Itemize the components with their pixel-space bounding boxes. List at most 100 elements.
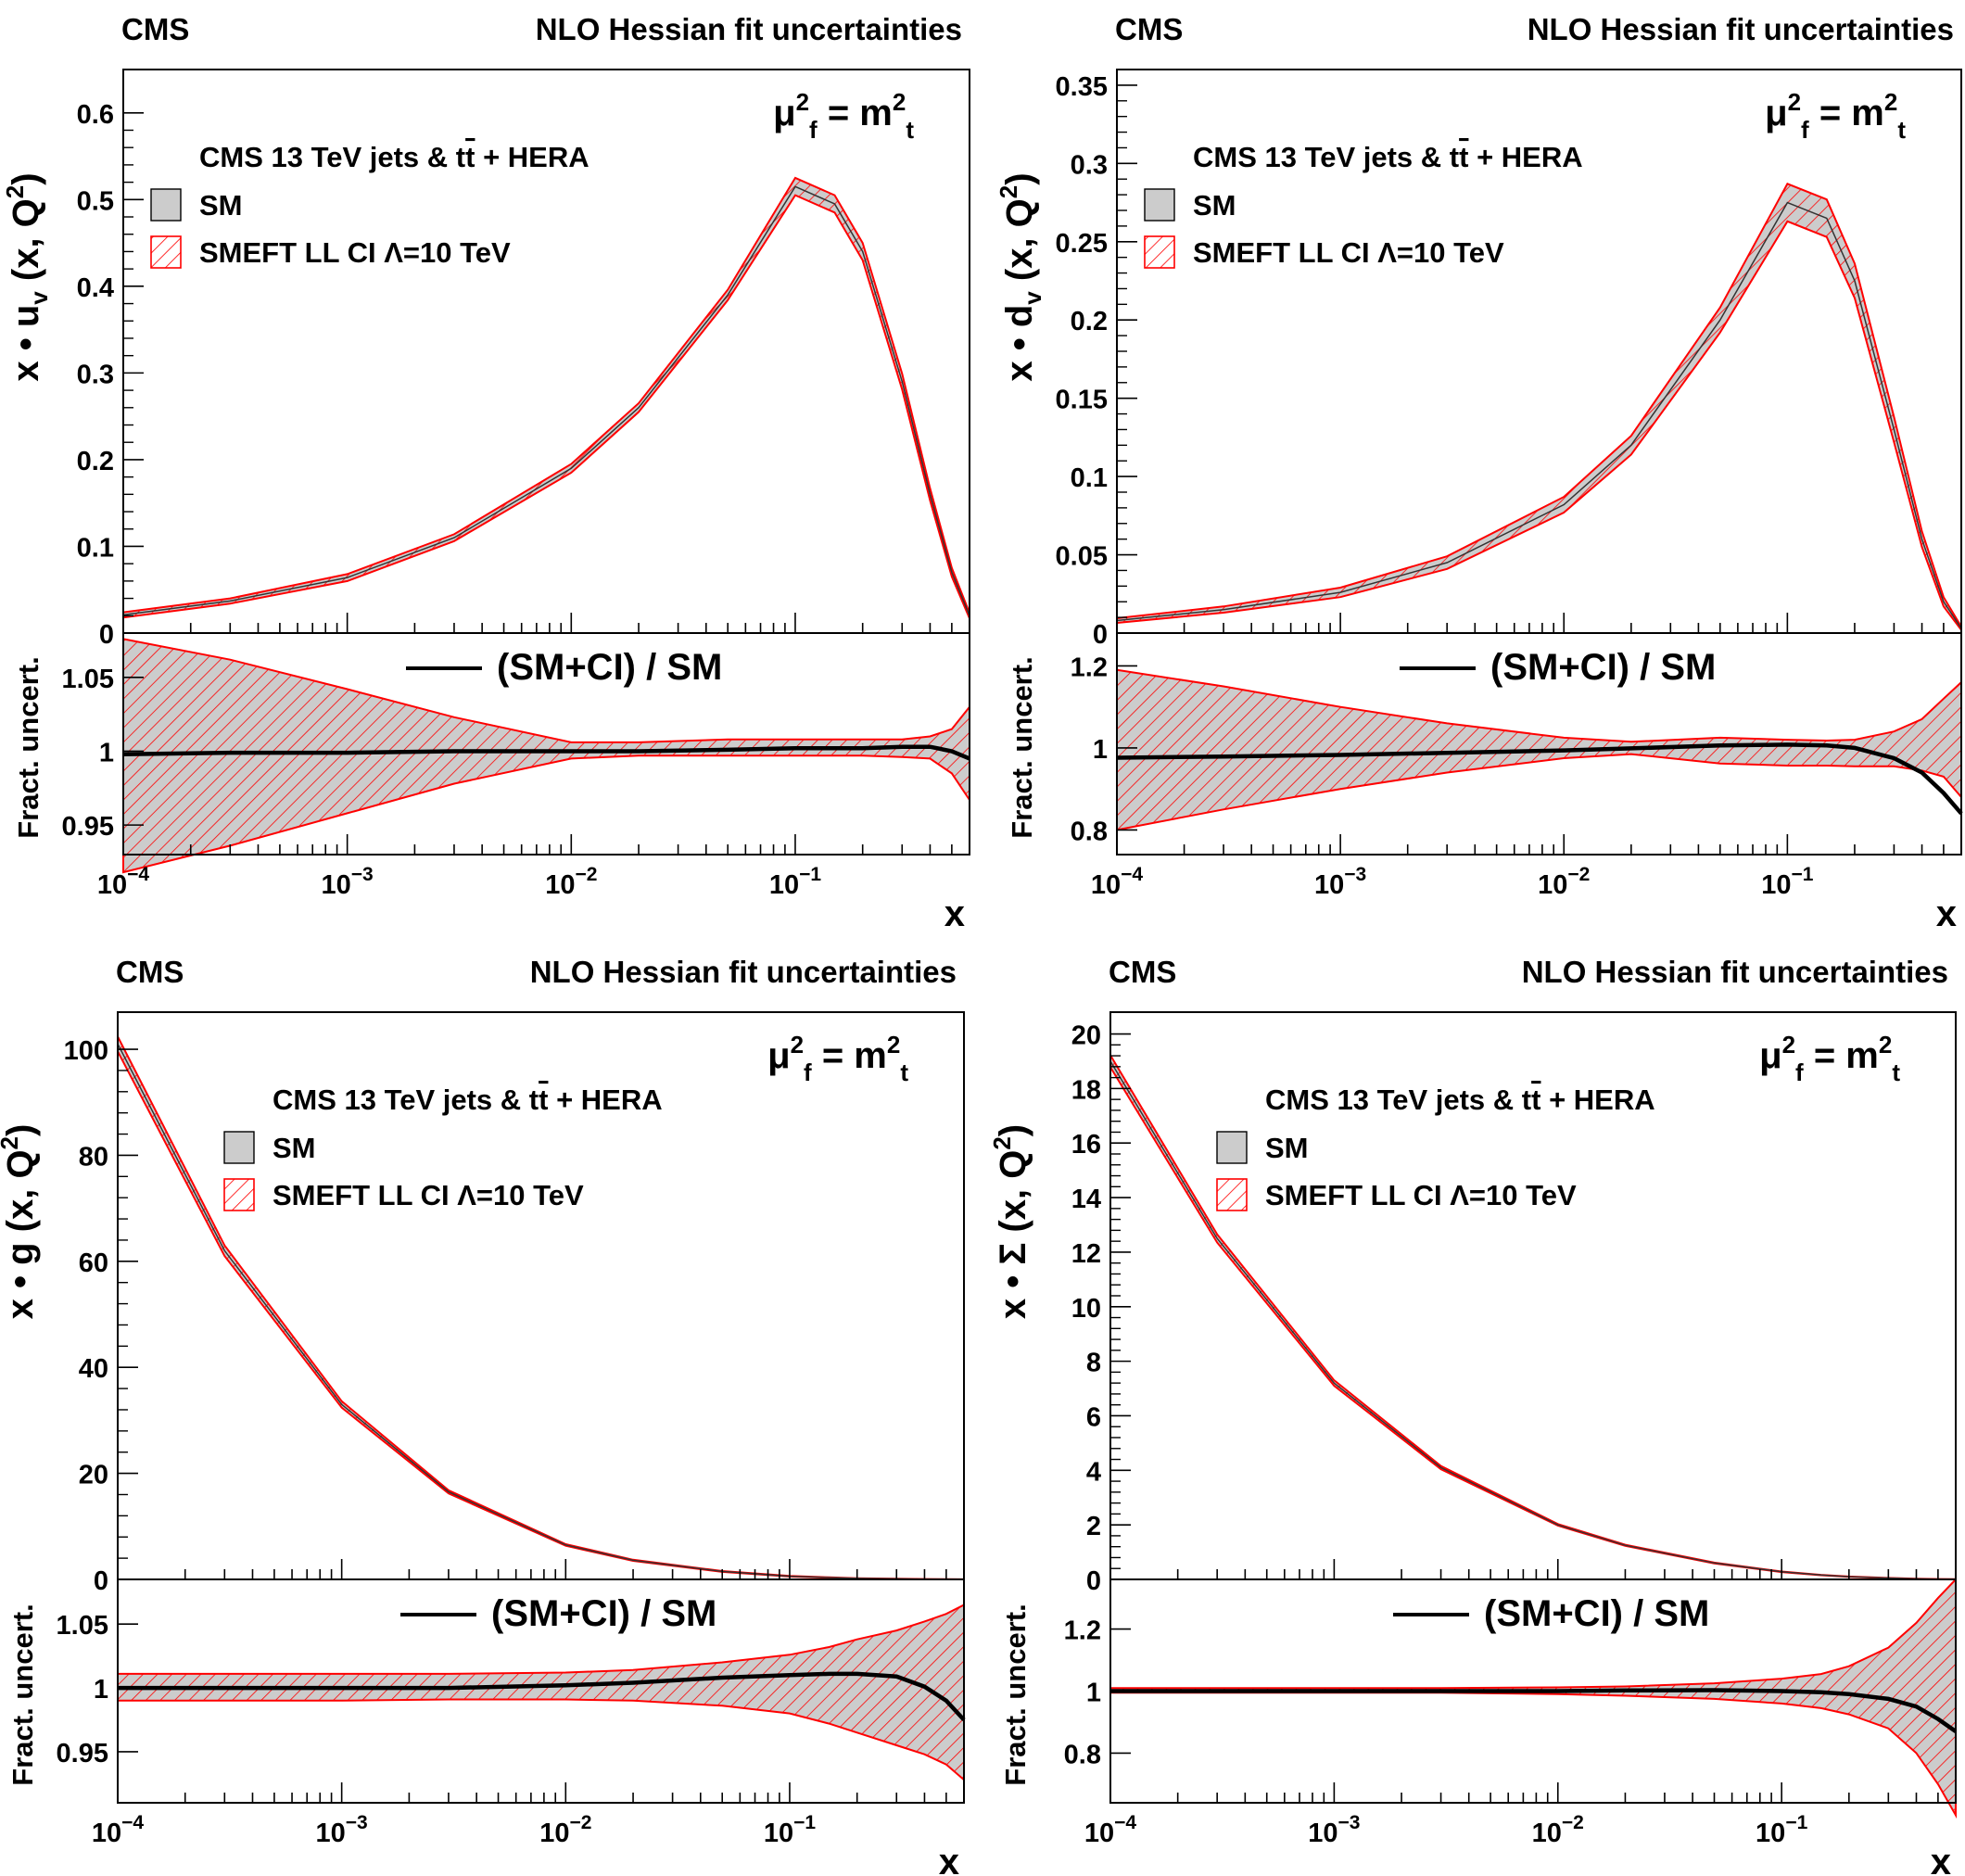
- legend: CMS 13 TeV jets & tt + HERA SM SMEFT LL CI…: [1216, 1084, 1655, 1211]
- y-tick-label: 0: [99, 620, 114, 650]
- y-tick-label: 2: [1086, 1512, 1101, 1541]
- experiment-label: CMS: [1115, 12, 1183, 46]
- y-tick-label: 0.35: [1056, 72, 1108, 102]
- legend-smeft-label: SMEFT LL CI Λ=10 TeV: [1265, 1179, 1577, 1211]
- y-tick-label: 20: [1071, 1021, 1101, 1051]
- x-tick-label: 10−2: [1538, 864, 1590, 900]
- legend-sm-label: SM: [1265, 1132, 1309, 1164]
- experiment-label: CMS: [116, 955, 184, 989]
- scale-label: μ2f = m2t: [767, 1031, 908, 1086]
- central-curve: [1116, 201, 1962, 629]
- legend: CMS 13 TeV jets & tt + HERA SM SMEFT LL CI…: [223, 1084, 663, 1211]
- central-curve: [122, 185, 970, 616]
- y-tick-label: 0.2: [77, 447, 114, 476]
- y-tick-label: 0.15: [1056, 386, 1108, 415]
- ratio-smeft-band: [1109, 1577, 1957, 1819]
- y-axis-title: x • uv (x, Q2): [1, 172, 53, 381]
- legend-sm-swatch: [1216, 1131, 1248, 1164]
- experiment-label: CMS: [121, 12, 189, 46]
- legend-title: CMS 13 TeV jets & tt + HERA: [1193, 141, 1583, 173]
- legend-sm-label: SM: [273, 1132, 316, 1164]
- legend: CMS 13 TeV jets & tt + HERA SM SMEFT LL CI…: [1144, 141, 1583, 269]
- x-tick-label: 10−1: [1761, 864, 1814, 900]
- smeft-band: [117, 1035, 965, 1581]
- ratio-y-tick-label: 1.2: [1064, 1616, 1101, 1646]
- legend-smeft-label: SMEFT LL CI Λ=10 TeV: [1193, 236, 1504, 269]
- ratio-y-tick-label: 0.95: [57, 1739, 108, 1768]
- y-tick-label: 0: [94, 1566, 108, 1596]
- legend-smeft-swatch: [223, 1178, 255, 1211]
- x-tick-label: 10−1: [769, 864, 822, 900]
- y-tick-label: 16: [1071, 1130, 1101, 1160]
- ratio-y-tick-label: 1.05: [57, 1611, 108, 1641]
- y-axis-title: x • dv (x, Q2): [995, 172, 1046, 381]
- ratio-frame: [117, 1578, 965, 1804]
- ratio-y-axis-title: Fract. uncert.: [6, 1603, 39, 1785]
- panel-gluon: CMS NLO Hessian fit uncertainties 10−4 10−3…: [0, 955, 966, 1876]
- y-tick-label: 100: [64, 1036, 108, 1066]
- legend-smeft-swatch: [1216, 1178, 1248, 1211]
- y-tick-label: 0.5: [77, 186, 114, 216]
- legend-title: CMS 13 TeV jets & tt + HERA: [199, 141, 590, 173]
- legend-sm-swatch: [223, 1131, 255, 1164]
- panel-uv: CMS NLO Hessian fit uncertainties 10−4 10−3…: [1, 12, 970, 934]
- ratio-legend-label: (SM+CI) / SM: [1490, 647, 1716, 688]
- y-tick-label: 0.1: [77, 533, 114, 563]
- y-tick-label: 0.3: [77, 360, 114, 389]
- ratio-y-tick-label: 0.8: [1071, 817, 1108, 846]
- y-tick-label: 10: [1071, 1294, 1101, 1324]
- legend-sm-label: SM: [199, 189, 243, 222]
- ratio-y-tick-label: 1.2: [1071, 653, 1108, 682]
- ratio-y-tick-label: 1.05: [62, 665, 114, 694]
- ratio-y-axis-title: Fract. uncert.: [999, 1603, 1032, 1785]
- header-label: NLO Hessian fit uncertainties: [1528, 12, 1954, 46]
- legend-sm-swatch: [1144, 188, 1175, 222]
- x-tick-label: 10−3: [316, 1812, 368, 1848]
- scale-label: μ2f = m2t: [1759, 1031, 1900, 1086]
- y-tick-label: 14: [1071, 1185, 1101, 1214]
- y-tick-label: 8: [1086, 1349, 1101, 1378]
- x-tick-label: 10−2: [539, 1812, 591, 1848]
- x-axis-title: x: [1936, 894, 1957, 934]
- ratio-legend-label: (SM+CI) / SM: [1484, 1593, 1709, 1634]
- x-tick-label: 10−4: [97, 864, 150, 900]
- ratio-central-line: [1110, 1688, 1958, 1733]
- header-label: NLO Hessian fit uncertainties: [1522, 955, 1948, 989]
- header-label: NLO Hessian fit uncertainties: [530, 955, 957, 989]
- ratio-y-tick-label: 1: [99, 738, 114, 767]
- x-tick-label: 10−2: [545, 864, 597, 900]
- central-curve: [117, 1043, 964, 1580]
- panel-dv: CMS NLO Hessian fit uncertainties 10−4 10−3…: [995, 12, 1963, 934]
- legend-smeft-swatch: [150, 235, 182, 269]
- ratio-y-tick-label: 1: [94, 1675, 108, 1705]
- ratio-central-line: [1116, 742, 1963, 816]
- ratio-frame: [122, 632, 970, 856]
- y-tick-label: 0.2: [1071, 307, 1108, 336]
- x-tick-label: 10−3: [322, 864, 374, 900]
- legend-title: CMS 13 TeV jets & tt + HERA: [273, 1084, 663, 1116]
- x-axis-title: x: [944, 894, 965, 934]
- y-tick-label: 20: [79, 1461, 108, 1490]
- x-axis-title: x: [1931, 1842, 1951, 1876]
- scale-label: μ2f = m2t: [1765, 88, 1906, 144]
- x-tick-label: 10−4: [1091, 864, 1144, 900]
- x-tick-label: 10−3: [1314, 864, 1366, 900]
- x-tick-label: 10−3: [1308, 1812, 1360, 1848]
- ratio-y-axis-title: Fract. uncert.: [12, 656, 44, 838]
- y-tick-label: 0: [1093, 620, 1108, 650]
- x-tick-label: 10−1: [1756, 1812, 1808, 1848]
- experiment-label: CMS: [1109, 955, 1176, 989]
- y-tick-label: 0.25: [1056, 229, 1108, 259]
- ratio-central-line: [118, 1671, 966, 1722]
- y-tick-label: 60: [79, 1249, 108, 1278]
- y-tick-label: 40: [79, 1354, 108, 1384]
- x-axis-title: x: [939, 1842, 959, 1876]
- scale-label: μ2f = m2t: [773, 88, 914, 144]
- legend-smeft-label: SMEFT LL CI Λ=10 TeV: [273, 1179, 584, 1211]
- legend-sm-swatch: [150, 188, 182, 222]
- ratio-y-tick-label: 0.8: [1064, 1740, 1101, 1769]
- x-tick-label: 10−2: [1532, 1812, 1584, 1848]
- ratio-y-tick-label: 1: [1093, 735, 1108, 765]
- y-tick-label: 4: [1086, 1457, 1101, 1487]
